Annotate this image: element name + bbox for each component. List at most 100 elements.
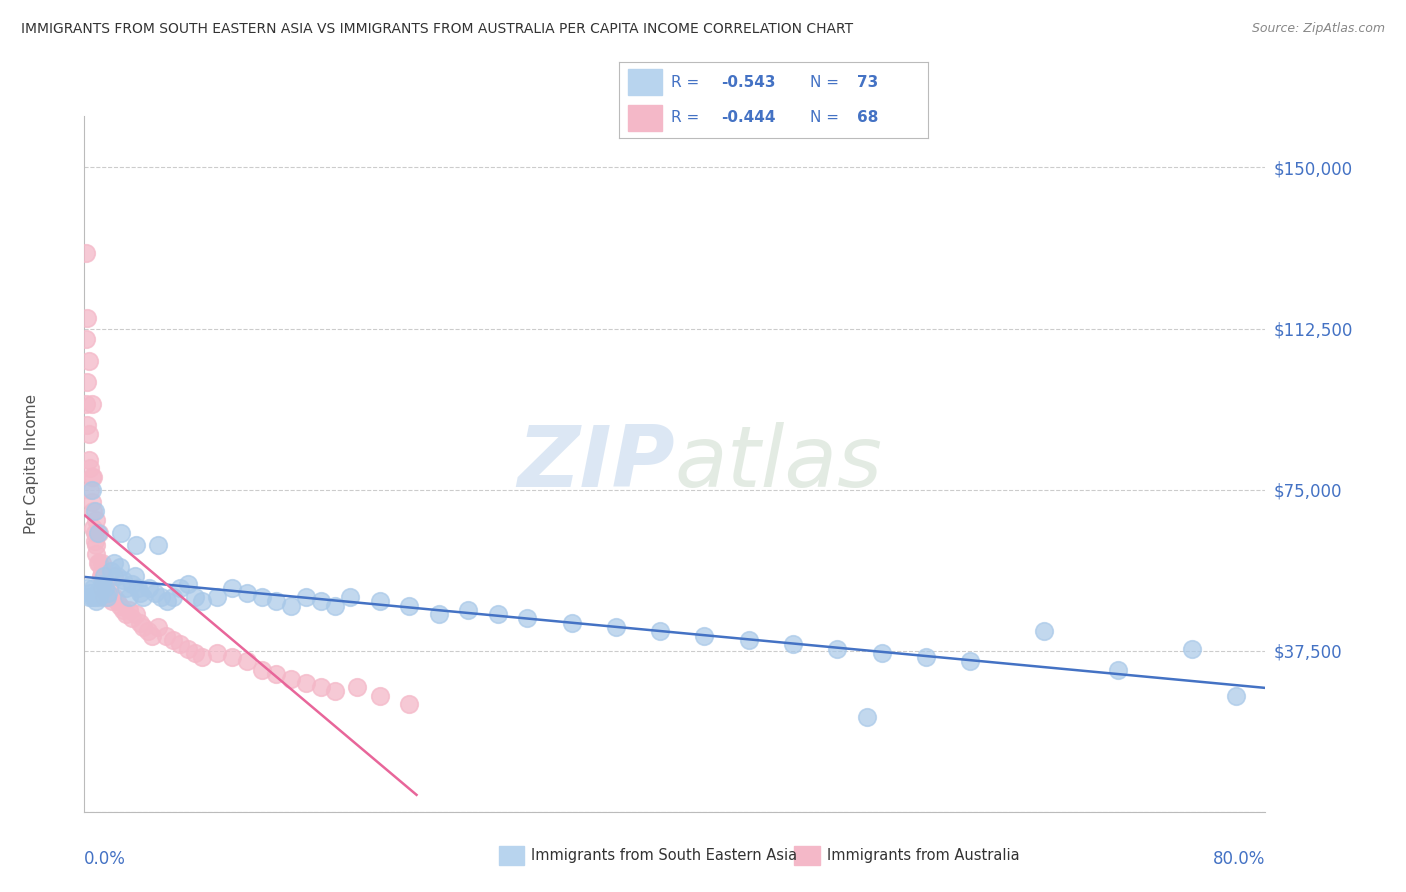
Point xyxy=(266,667,288,681)
Point xyxy=(105,568,128,582)
Text: -0.444: -0.444 xyxy=(721,111,775,125)
Point xyxy=(148,620,170,634)
Point xyxy=(162,632,184,647)
Point xyxy=(111,603,134,617)
Point xyxy=(309,680,332,694)
Point xyxy=(96,590,118,604)
Point xyxy=(827,641,849,656)
Point xyxy=(77,426,100,441)
Point xyxy=(143,585,166,599)
Point xyxy=(346,680,368,694)
Point xyxy=(75,332,97,346)
Point xyxy=(101,594,124,608)
Point xyxy=(127,582,149,596)
Point xyxy=(457,603,479,617)
Point xyxy=(100,590,122,604)
Point xyxy=(76,582,98,596)
Text: ZIP: ZIP xyxy=(517,422,675,506)
Point xyxy=(83,525,105,540)
Point xyxy=(250,663,273,677)
Point xyxy=(108,599,131,613)
Point xyxy=(87,590,111,604)
Point xyxy=(236,654,259,668)
Point xyxy=(162,590,184,604)
Point xyxy=(236,585,259,599)
Point xyxy=(80,495,103,509)
Point xyxy=(398,599,420,613)
Point xyxy=(325,684,347,698)
Text: Source: ZipAtlas.com: Source: ZipAtlas.com xyxy=(1251,22,1385,36)
Point xyxy=(103,568,125,582)
Point xyxy=(91,556,114,570)
Point xyxy=(309,594,332,608)
Point xyxy=(427,607,450,622)
Point xyxy=(83,504,105,518)
Point xyxy=(250,590,273,604)
Point xyxy=(93,568,115,582)
Point xyxy=(959,654,981,668)
Point xyxy=(368,594,391,608)
Point xyxy=(368,689,391,703)
Point xyxy=(80,397,103,411)
Point xyxy=(94,577,117,591)
Text: atlas: atlas xyxy=(675,422,883,506)
Point xyxy=(105,594,128,608)
Text: R =: R = xyxy=(671,75,704,90)
Point xyxy=(84,594,107,608)
Point xyxy=(121,611,143,625)
Point xyxy=(738,632,761,647)
Point xyxy=(177,577,200,591)
Text: 68: 68 xyxy=(856,111,879,125)
Point xyxy=(129,615,152,630)
Point xyxy=(125,607,148,622)
Point xyxy=(138,582,160,596)
Point xyxy=(177,641,200,656)
Point xyxy=(156,594,179,608)
Point xyxy=(114,582,136,596)
Point xyxy=(86,525,108,540)
Point xyxy=(295,590,318,604)
Point xyxy=(76,418,98,433)
Point xyxy=(82,521,104,535)
Point xyxy=(84,538,107,552)
Point xyxy=(110,525,132,540)
Text: 80.0%: 80.0% xyxy=(1213,850,1265,868)
Text: -0.543: -0.543 xyxy=(721,75,775,90)
Point xyxy=(97,590,120,604)
Point xyxy=(80,469,103,483)
Point xyxy=(141,629,163,643)
Point xyxy=(82,469,104,483)
Point xyxy=(90,568,112,582)
Point xyxy=(108,560,131,574)
Text: Immigrants from South Eastern Asia: Immigrants from South Eastern Asia xyxy=(531,848,797,863)
Point xyxy=(132,590,155,604)
Point xyxy=(77,452,100,467)
Point xyxy=(103,590,125,604)
Point xyxy=(76,310,98,325)
Point xyxy=(1107,663,1129,677)
Point xyxy=(98,582,121,596)
Point xyxy=(79,461,101,475)
Point xyxy=(118,590,141,604)
Point xyxy=(1181,641,1204,656)
Point xyxy=(77,590,100,604)
Point xyxy=(207,590,229,604)
Point xyxy=(91,577,114,591)
Point xyxy=(184,590,207,604)
Point xyxy=(84,547,107,561)
Point xyxy=(103,556,125,570)
Point xyxy=(79,585,101,599)
Point xyxy=(84,513,107,527)
Point xyxy=(87,556,111,570)
Point xyxy=(295,676,318,690)
Point xyxy=(94,582,117,596)
Text: N =: N = xyxy=(810,75,844,90)
Point xyxy=(91,564,114,578)
Point xyxy=(91,582,114,596)
Text: R =: R = xyxy=(671,111,704,125)
Point xyxy=(96,585,118,599)
Point xyxy=(132,620,155,634)
Point xyxy=(97,585,120,599)
Point xyxy=(150,590,173,604)
Point xyxy=(136,624,159,639)
